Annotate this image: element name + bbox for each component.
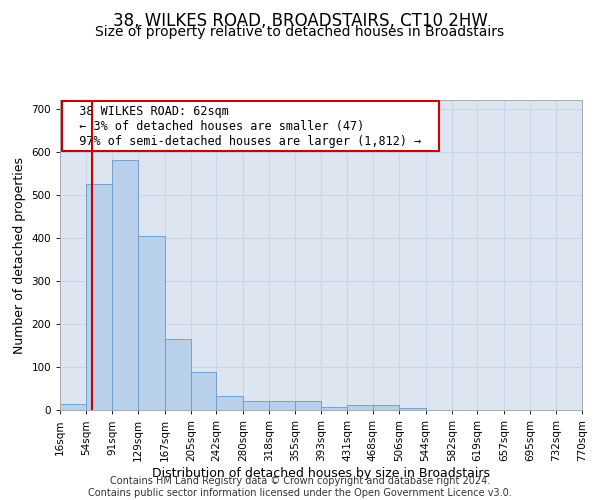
Bar — [243, 402, 269, 410]
Bar — [86, 184, 112, 410]
Bar — [138, 236, 164, 410]
Text: 38 WILKES ROAD: 62sqm  
  ← 3% of detached houses are smaller (47)  
  97% of se: 38 WILKES ROAD: 62sqm ← 3% of detached h… — [65, 104, 436, 148]
Bar — [373, 405, 399, 410]
Text: 38, WILKES ROAD, BROADSTAIRS, CT10 2HW: 38, WILKES ROAD, BROADSTAIRS, CT10 2HW — [113, 12, 487, 30]
Bar — [295, 401, 321, 410]
Bar — [399, 408, 425, 410]
Bar — [217, 396, 243, 410]
Bar — [269, 400, 295, 410]
Text: Size of property relative to detached houses in Broadstairs: Size of property relative to detached ho… — [95, 25, 505, 39]
Text: Distribution of detached houses by size in Broadstairs: Distribution of detached houses by size … — [152, 467, 490, 480]
Bar — [60, 404, 86, 410]
Bar — [112, 160, 138, 410]
Bar — [347, 405, 373, 410]
Bar — [191, 372, 217, 410]
Bar — [321, 406, 347, 410]
Text: Contains HM Land Registry data © Crown copyright and database right 2024.
Contai: Contains HM Land Registry data © Crown c… — [88, 476, 512, 498]
Bar — [164, 339, 191, 410]
Y-axis label: Number of detached properties: Number of detached properties — [13, 156, 26, 354]
